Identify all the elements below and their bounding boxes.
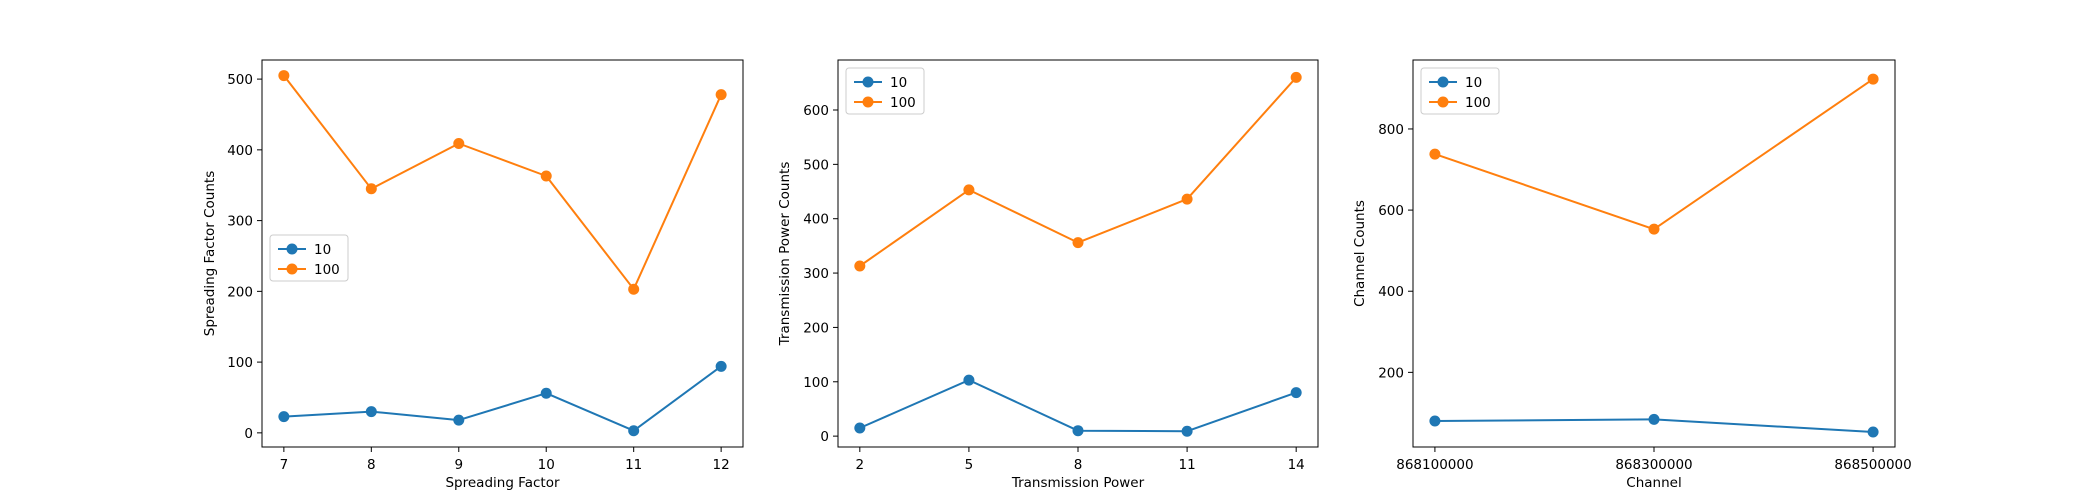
plot-frame (261, 59, 744, 448)
chart-panel-2: 2 5 8 11 14 0 100 200 300 400 500 600 Transmission P… (777, 59, 1319, 491)
series-line-10 (283, 365, 722, 432)
x-tick-label: 8 (1074, 457, 1083, 473)
y-tick-label: 0 (244, 426, 253, 442)
y-tick-label: 400 (1378, 284, 1404, 300)
data-point (1290, 71, 1302, 83)
y-axis-label: Spreading Factor Counts (202, 171, 218, 336)
data-point (628, 283, 640, 295)
legend-label: 100 (1465, 95, 1491, 111)
legend-marker (862, 96, 874, 108)
data-point (1181, 193, 1193, 205)
data-point (715, 89, 727, 101)
x-tick-label: 868100000 (1396, 457, 1473, 473)
data-point (453, 414, 465, 426)
y-tick-label: 400 (227, 143, 253, 159)
y-tick-label: 200 (803, 320, 829, 336)
y-tick-label: 800 (1378, 122, 1404, 138)
y-tick-label: 300 (803, 266, 829, 282)
data-point (540, 170, 552, 182)
data-point (628, 425, 640, 437)
y-tick-label: 600 (1378, 203, 1404, 219)
data-point (854, 260, 866, 272)
x-tick-label: 14 (1288, 457, 1305, 473)
data-point (1181, 425, 1193, 437)
y-tick-label: 100 (803, 375, 829, 391)
plot-frame (1412, 59, 1896, 448)
legend-label: 10 (1465, 75, 1482, 91)
data-point (1290, 387, 1302, 399)
x-tick-label: 868500000 (1834, 457, 1911, 473)
x-tick-label: 868300000 (1615, 457, 1692, 473)
x-tick-label: 9 (454, 457, 463, 473)
data-point (715, 360, 727, 372)
x-tick-label: 7 (280, 457, 289, 473)
x-tick-label: 12 (713, 457, 730, 473)
x-axis-label: Transmission Power (1011, 475, 1145, 491)
y-tick-label: 500 (803, 157, 829, 173)
legend-label: 10 (890, 75, 907, 91)
data-point (365, 406, 377, 418)
data-point (1429, 415, 1441, 427)
data-point (1072, 237, 1084, 249)
data-point (1648, 413, 1660, 425)
y-axis-label: Transmission Power Counts (777, 162, 793, 347)
legend-marker (862, 76, 874, 88)
x-tick-label: 2 (856, 457, 865, 473)
data-point (1072, 425, 1084, 437)
data-point (1648, 223, 1660, 235)
chart-panel-1: 7 8 9 10 11 12 0 100 200 300 400 500 Spreading Facto… (202, 59, 744, 491)
legend-marker (1437, 96, 1449, 108)
y-tick-label: 200 (1378, 365, 1404, 381)
legend-label: 10 (314, 242, 331, 258)
series-line-100 (1434, 78, 1874, 231)
y-tick-label: 500 (227, 72, 253, 88)
x-tick-label: 8 (367, 457, 376, 473)
data-point (278, 70, 290, 82)
y-tick-label: 0 (820, 429, 829, 445)
legend-marker (286, 263, 298, 275)
legend-marker (1437, 76, 1449, 88)
data-point (278, 411, 290, 423)
data-point (540, 387, 552, 399)
data-point (1867, 426, 1879, 438)
data-point (453, 137, 465, 149)
y-tick-label: 400 (803, 212, 829, 228)
plot-frame (837, 59, 1319, 448)
x-tick-label: 11 (1178, 457, 1195, 473)
y-tick-label: 200 (227, 284, 253, 300)
data-point (854, 422, 866, 434)
x-tick-label: 11 (625, 457, 642, 473)
data-point (963, 374, 975, 386)
series-line-10 (859, 379, 1297, 433)
y-tick-label: 300 (227, 214, 253, 230)
data-point (963, 184, 975, 196)
y-tick-label: 600 (803, 103, 829, 119)
chart-panel-3: 868100000 868300000 868500000 200 400 600 800 C… (1352, 59, 1912, 491)
y-tick-label: 100 (227, 355, 253, 371)
legend-label: 100 (890, 95, 916, 111)
data-point (1867, 73, 1879, 85)
data-point (1429, 148, 1441, 160)
x-axis-label: Spreading Factor (445, 475, 559, 491)
x-tick-label: 5 (965, 457, 974, 473)
x-tick-label: 10 (538, 457, 555, 473)
legend-label: 100 (314, 262, 340, 278)
data-point (365, 183, 377, 195)
legend-marker (286, 243, 298, 255)
x-axis-label: Channel (1626, 475, 1681, 491)
series-line-100 (283, 74, 723, 291)
y-axis-label: Channel Counts (1352, 200, 1368, 307)
